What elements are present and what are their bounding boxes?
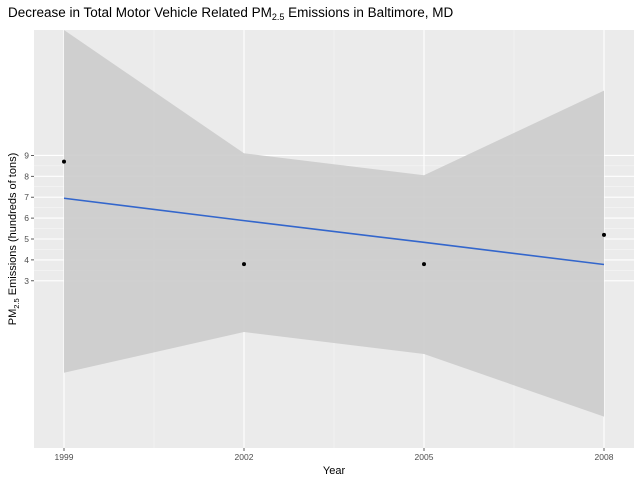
x-tick-label: 1999 xyxy=(55,452,74,462)
y-axis-title: PM2.5 Emissions (hundreds of tons) xyxy=(7,153,21,325)
data-point xyxy=(242,262,246,267)
trend-line xyxy=(63,197,605,266)
chart-title-tail: Emissions in Baltimore, MD xyxy=(284,5,453,20)
data-points xyxy=(62,159,606,267)
y-tick-label: 9 xyxy=(24,150,29,160)
y-tick-label: 5 xyxy=(24,234,29,244)
data-point xyxy=(62,159,66,164)
y-tick-label: 7 xyxy=(24,192,29,202)
data-point xyxy=(602,232,606,237)
x-axis-title: Year xyxy=(323,465,346,477)
y-axis-title-tail: Emissions (hundreds of tons) xyxy=(7,153,19,299)
confidence-band xyxy=(64,30,604,417)
y-tick-label: 6 xyxy=(24,213,29,223)
y-axis-ticks: 3 4 5 6 7 8 9 xyxy=(24,150,34,286)
x-axis-ticks: 1999 2002 2005 2008 xyxy=(55,448,614,462)
y-axis-title-main: PM xyxy=(7,309,19,326)
y-tick-label: 3 xyxy=(24,276,29,286)
chart-title-subscript: 2.5 xyxy=(272,12,285,22)
data-point xyxy=(422,262,426,267)
y-axis-title-subscript: 2.5 xyxy=(12,298,21,308)
x-tick-label: 2005 xyxy=(415,452,434,462)
y-tick-label: 4 xyxy=(24,255,29,265)
y-tick-label: 8 xyxy=(24,171,29,181)
chart-title-main: Decrease in Total Motor Vehicle Related … xyxy=(8,5,272,20)
x-tick-label: 2002 xyxy=(235,452,254,462)
x-tick-label: 2008 xyxy=(595,452,614,462)
chart-title: Decrease in Total Motor Vehicle Related … xyxy=(8,5,453,22)
